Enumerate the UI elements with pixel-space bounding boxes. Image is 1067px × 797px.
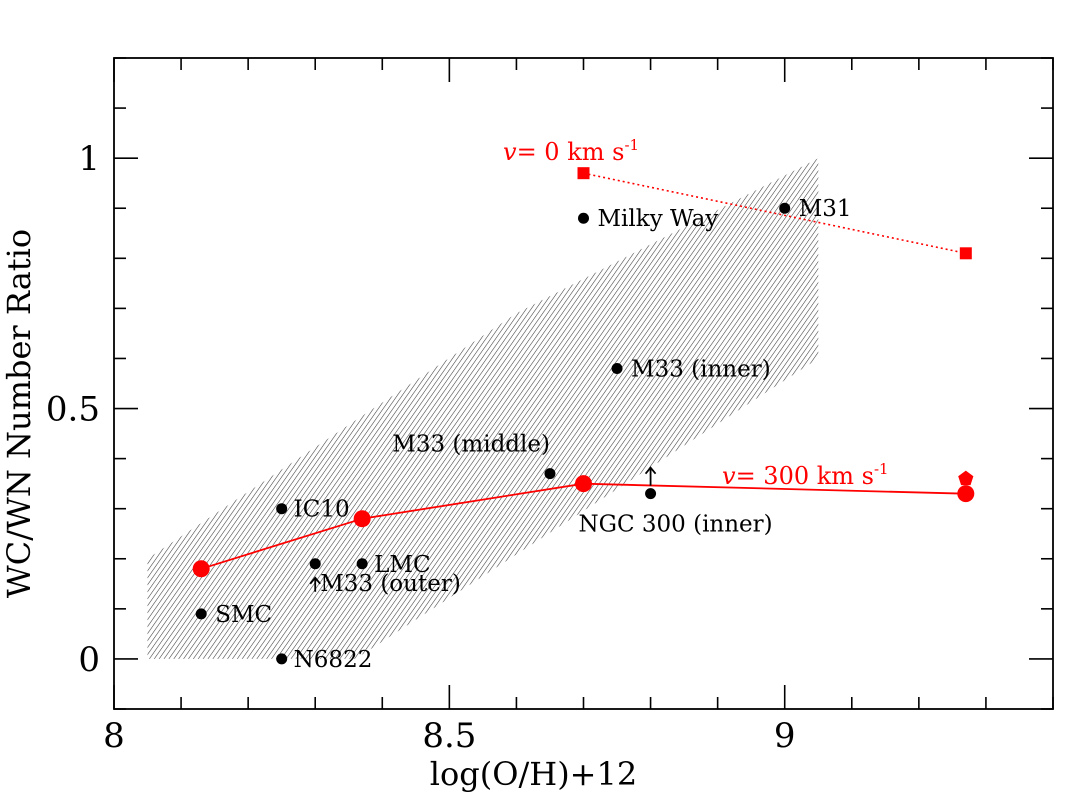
data-point-0	[578, 212, 589, 224]
point-label-3: M33 (middle)	[392, 432, 550, 458]
point-label-5: IC10	[294, 497, 350, 523]
data-point-3	[544, 468, 556, 480]
point-label-0: Milky Way	[598, 206, 719, 232]
x-tick-label: 9	[774, 716, 796, 756]
point-label-2: M33 (inner)	[631, 356, 771, 382]
y-tick-label: 0.5	[46, 390, 100, 430]
model-series-layer: v= 0 km s-1v= 300 km s-1	[192, 136, 975, 578]
data-point-7	[309, 558, 321, 570]
data-point-4	[645, 488, 657, 500]
data-point-8	[195, 608, 207, 620]
lower-limit-arrowhead-4	[644, 466, 657, 475]
series-1-marker-2	[575, 475, 592, 493]
series-1-marker-0	[192, 560, 210, 578]
x-axis-title: log(O/H)+12	[430, 755, 637, 793]
x-tick-label: 8.5	[422, 716, 476, 756]
series-label-sup-1: -1	[874, 460, 889, 478]
point-label-7: M33 (outer)	[320, 571, 461, 597]
series-1-marker-1	[353, 510, 371, 528]
data-point-1	[779, 202, 791, 214]
series-label-sup-0: -1	[624, 136, 639, 154]
series-1-marker-3	[957, 485, 975, 503]
point-label-1: M31	[799, 196, 852, 222]
point-label-9: N6822	[294, 647, 373, 673]
shaded-band	[147, 158, 819, 659]
series-label-0: v= 0 km s-1	[503, 136, 639, 166]
series-label-text-0: = 0 km s	[517, 138, 625, 166]
x-tick-label: 8	[103, 716, 125, 756]
series-0-marker-0	[577, 167, 590, 180]
y-tick-label: 0	[78, 640, 100, 680]
series-label-var-1: v	[722, 462, 736, 490]
axes-layer: 8 8.5 9 0 0.5 1 log(O/H)+12 WC/WN Number Ratio	[0, 57, 1054, 793]
series-label-1: v= 300 km s-1	[722, 460, 889, 490]
data-point-6	[356, 558, 368, 570]
y-tick-label: 1	[78, 139, 100, 179]
lower-limit-arrowhead-7	[309, 576, 321, 585]
data-point-9	[276, 653, 288, 665]
series-line-1	[200, 482, 966, 570]
y-axis-title: WC/WN Number Ratio	[0, 229, 38, 598]
point-label-6: LMC	[374, 552, 430, 578]
series-line-0	[583, 172, 966, 255]
observed-points-layer: Milky Way M31 M33 (inner) M33 (middle) NGC 3…	[195, 196, 852, 673]
data-point-2	[611, 362, 623, 374]
point-label-4: NGC 300 (inner)	[578, 512, 772, 538]
shaded-band-layer	[147, 158, 819, 659]
series-label-var-0: v	[503, 138, 517, 166]
series-label-text-1: = 300 km s	[736, 462, 874, 490]
series-0-marker-1	[959, 247, 972, 260]
point-label-8: SMC	[215, 602, 272, 628]
data-point-5	[276, 503, 288, 515]
series-1-pentagon-marker	[958, 470, 974, 486]
